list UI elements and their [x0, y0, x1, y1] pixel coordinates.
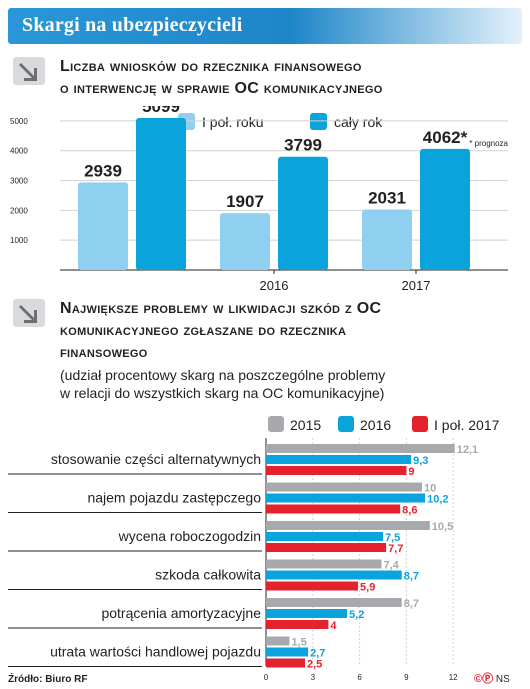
bar	[220, 213, 270, 270]
bar-value-label: 2,5	[307, 659, 322, 671]
legend-swatch	[310, 113, 327, 130]
bar	[278, 156, 328, 270]
page-title: Skargi na ubezpieczycieli	[22, 14, 243, 36]
bar-value-label: 7,7	[388, 543, 403, 555]
legend-swatch	[268, 416, 284, 432]
category-label: szkoda całkowita	[155, 567, 261, 583]
bar-value-label: 1,5	[291, 637, 306, 649]
bar-value-label: 5,2	[349, 609, 364, 621]
bar-value-label: 10,2	[427, 494, 448, 506]
bar-value-label: 8,7	[404, 598, 419, 610]
x-tick-label: 12	[449, 673, 458, 682]
legend-swatch	[412, 416, 428, 432]
bar	[266, 636, 290, 646]
legend-label: 2016	[360, 417, 391, 433]
bar	[266, 620, 329, 629]
bar-value-label: 7,5	[385, 532, 400, 544]
category-label: potrącenia amortyzacyjne	[101, 605, 261, 621]
bar	[266, 598, 402, 607]
bar-value-label: 4	[330, 620, 337, 632]
bar	[266, 570, 402, 580]
arrow-box-icon	[13, 57, 45, 85]
copyright-icon: ©Ⓟ	[474, 673, 494, 685]
bar	[266, 559, 382, 569]
chart2-subtitle-line1: (udział procentowy skarg na poszczególne…	[60, 367, 386, 383]
bar-value-label: 10,5	[432, 521, 453, 533]
y-tick-label: 1000	[10, 236, 28, 245]
chart1-title: Liczba wniosków do rzecznika finansowego…	[60, 56, 383, 100]
source-note: Źródło: Biuro RF	[8, 674, 88, 685]
y-tick-label: 3000	[10, 177, 28, 186]
bar-value-label: 5099	[142, 106, 180, 116]
bar	[266, 455, 412, 464]
category-label: stosowanie części alternatywnych	[51, 451, 261, 467]
x-tick-label: 2016	[260, 278, 289, 293]
header-banner: Skargi na ubezpieczycieli	[8, 8, 522, 44]
category-label: utrata wartości handlowej pojazdu	[50, 644, 261, 660]
bar	[266, 609, 348, 618]
y-tick-label: 2000	[10, 206, 28, 215]
bar	[136, 117, 186, 270]
bar-value-label: 2939	[84, 161, 122, 180]
y-tick-label: 4000	[10, 147, 28, 156]
chart2: 2015 2016 I poł. 2017 0 3 6 9 12 stosowanie częś…	[8, 416, 500, 682]
bar-value-label: 10	[424, 483, 436, 495]
x-tick-label: 9	[404, 673, 409, 682]
chart1: I poł. roku cały rok * prognoza 1000 2000 300…	[10, 106, 509, 293]
x-tick-label: 0	[264, 673, 269, 682]
x-tick-label: 3	[311, 673, 316, 682]
publisher-logo: ©Ⓟ NS	[474, 670, 510, 686]
chart1-title-line2: o interwencję w sprawie OC komunikacyjne…	[60, 80, 383, 97]
chart2-title: Największe problemy w likwidacji szkód z…	[60, 298, 381, 364]
bar-value-label: 5,9	[360, 582, 375, 594]
bar	[266, 581, 359, 591]
bar-value-label: 7,4	[383, 560, 399, 572]
bar	[420, 148, 470, 270]
bar	[78, 182, 128, 270]
x-tick-label: 6	[357, 673, 362, 682]
bar	[266, 493, 426, 503]
chart2-subtitle-line2: w relacji do wszystkich skarg na OC komu…	[60, 385, 385, 401]
bar-value-label: 8,7	[404, 571, 419, 583]
bar-value-label: 2,7	[310, 648, 325, 660]
bar-value-label: 3799	[284, 136, 322, 155]
chart1-footnote: * prognoza	[469, 139, 508, 148]
chart2-title-line3: finansowego	[60, 344, 148, 361]
y-tick-label: 5000	[10, 117, 28, 126]
bar	[266, 521, 430, 530]
chart1-title-line1: Liczba wniosków do rzecznika finansowego	[60, 58, 362, 75]
bar	[266, 504, 401, 514]
category-label: najem pojazdu zastępczego	[87, 490, 261, 506]
chart2-title-line2: komunikacyjnego zgłaszane do rzecznika	[60, 322, 347, 339]
legend-swatch	[338, 416, 354, 432]
bar	[266, 658, 305, 668]
bar-value-label: 9,3	[413, 455, 428, 467]
publisher-initials: NS	[495, 674, 510, 685]
bar-value-label: 2031	[368, 188, 406, 207]
bar	[362, 209, 412, 270]
arrow-box-icon	[13, 299, 45, 327]
bar-value-label: 8,6	[402, 505, 417, 517]
bar	[266, 444, 455, 453]
bar	[266, 466, 407, 475]
legend-label: I poł. roku	[202, 114, 263, 130]
category-label: wycena roboczogodzin	[118, 528, 261, 544]
legend-label: I poł. 2017	[434, 417, 500, 433]
legend-label: 2015	[290, 417, 321, 433]
x-tick-label: 2017	[402, 278, 431, 293]
chart2-title-line1: Największe problemy w likwidacji szkód z…	[60, 300, 382, 317]
bar	[266, 532, 383, 541]
chart2-subtitle: (udział procentowy skarg na poszczególne…	[60, 366, 385, 402]
bar	[266, 482, 422, 492]
bar-value-label: 1907	[226, 192, 264, 211]
bar	[266, 543, 387, 552]
bar-value-label: 4062*	[423, 128, 468, 147]
bar-value-label: 9	[408, 466, 414, 478]
bar-value-label: 12,1	[457, 444, 478, 456]
bar	[266, 647, 309, 657]
legend-label: cały rok	[334, 114, 383, 130]
